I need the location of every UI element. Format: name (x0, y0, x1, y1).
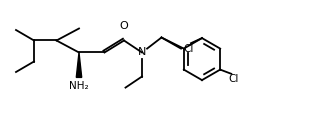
Text: N: N (138, 47, 146, 58)
Text: NH₂: NH₂ (69, 81, 89, 91)
Text: Cl: Cl (229, 74, 239, 84)
Text: O: O (120, 21, 128, 31)
Polygon shape (76, 52, 82, 77)
Text: Cl: Cl (183, 44, 194, 54)
